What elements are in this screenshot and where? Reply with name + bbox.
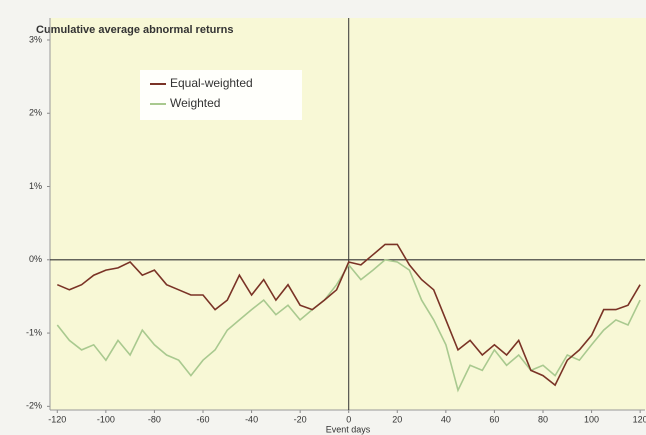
legend-label: Equal-weighted	[170, 76, 253, 90]
x-tick-label: -100	[97, 414, 115, 424]
x-tick-label: 100	[584, 414, 599, 424]
x-tick-label: -40	[245, 414, 258, 424]
x-tick-label: -80	[148, 414, 161, 424]
series-line	[56, 243, 641, 387]
legend-box	[140, 70, 302, 120]
y-tick-label: 0%	[29, 254, 42, 264]
x-tick-label: 0	[346, 414, 351, 424]
chart-title: Cumulative average abnormal returns	[36, 24, 233, 36]
y-tick-label: 3%	[29, 34, 42, 44]
legend-label: Weighted	[170, 96, 220, 110]
x-axis-label: Event days	[326, 424, 371, 434]
x-tick-label: 120	[633, 414, 646, 424]
x-tick-label: 40	[441, 414, 451, 424]
x-tick-label: 80	[538, 414, 548, 424]
plot-area	[50, 18, 646, 410]
y-tick-label: -2%	[26, 401, 42, 411]
y-tick-label: 2%	[29, 108, 42, 118]
y-tick-label: 1%	[29, 181, 42, 191]
series-line	[56, 258, 641, 393]
x-tick-label: -20	[294, 414, 307, 424]
y-tick-label: -1%	[26, 327, 42, 337]
x-tick-label: -60	[196, 414, 209, 424]
x-tick-label: 60	[489, 414, 499, 424]
x-tick-label: 20	[392, 414, 402, 424]
x-tick-label: -120	[48, 414, 66, 424]
